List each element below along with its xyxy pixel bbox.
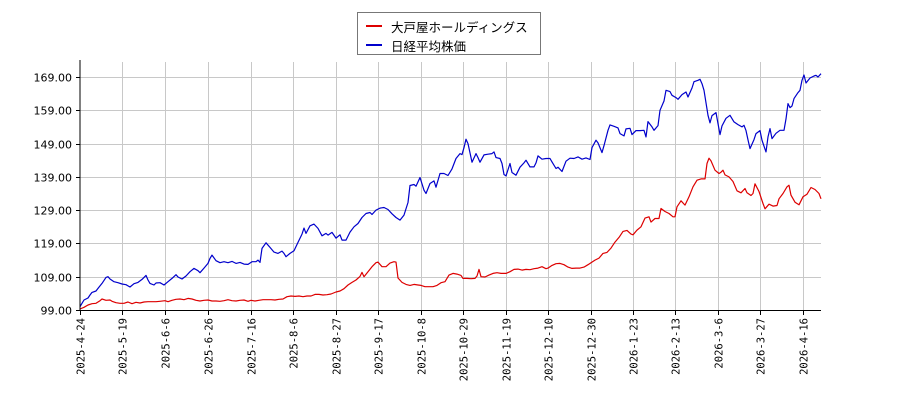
legend: 大戸屋ホールディングス 日経平均株価 bbox=[357, 12, 541, 55]
axes bbox=[79, 60, 821, 311]
x-tick-label: 2026-2-13 bbox=[671, 318, 683, 375]
legend-label: 日経平均株価 bbox=[391, 39, 467, 54]
x-tick-label: 2025-12-10 bbox=[544, 318, 556, 381]
x-tick-label: 2025-8-27 bbox=[332, 318, 344, 375]
x-tick-label: 2026-3-27 bbox=[756, 318, 768, 375]
legend-swatch-blue-line-icon bbox=[366, 44, 382, 46]
x-axis-ticks: 2025-4-24 2025-5-19 2025-6-6 2025-6-26 2025-… bbox=[76, 310, 811, 381]
grid-lines bbox=[80, 62, 821, 310]
otoya-series-line bbox=[79, 157, 822, 310]
y-tick-label: 119.00 bbox=[34, 238, 73, 251]
x-tick-label: 2025-10-8 bbox=[417, 318, 429, 375]
x-tick-label: 2025-7-16 bbox=[247, 318, 259, 375]
y-tick-label: 129.00 bbox=[34, 205, 73, 218]
x-tick-label: 2025-4-24 bbox=[76, 318, 88, 375]
x-tick-label: 2025-8-6 bbox=[289, 318, 301, 369]
x-tick-label: 2025-6-26 bbox=[204, 318, 216, 375]
x-tick-label: 2025-10-29 bbox=[459, 318, 471, 381]
y-tick-label: 139.00 bbox=[34, 172, 73, 185]
x-tick-label: 2025-9-17 bbox=[374, 318, 386, 375]
y-tick-label: 149.00 bbox=[34, 139, 73, 152]
y-tick-label: 159.00 bbox=[34, 105, 73, 118]
y-tick-label: 109.00 bbox=[34, 272, 73, 285]
x-tick-label: 2026-3-6 bbox=[714, 318, 726, 369]
y-tick-label: 99.00 bbox=[41, 305, 73, 318]
x-tick-label: 2025-11-19 bbox=[502, 318, 514, 381]
legend-label: 大戸屋ホールディングス bbox=[391, 20, 528, 35]
nikkei-series-line bbox=[79, 73, 822, 308]
x-tick-label: 2025-5-19 bbox=[118, 318, 130, 375]
x-tick-label: 2025-6-6 bbox=[161, 318, 173, 369]
x-tick-label: 2025-12-30 bbox=[587, 318, 599, 381]
x-tick-label: 2026-4-16 bbox=[799, 318, 811, 375]
y-axis-ticks: 99.00 109.00 119.00 129.00 139.00 149.00 159.0… bbox=[34, 72, 80, 318]
x-tick-label: 2026-1-23 bbox=[629, 318, 641, 375]
y-tick-label: 169.00 bbox=[34, 72, 73, 85]
legend-swatch-red-line-icon bbox=[366, 25, 382, 27]
series-lines bbox=[79, 73, 822, 310]
